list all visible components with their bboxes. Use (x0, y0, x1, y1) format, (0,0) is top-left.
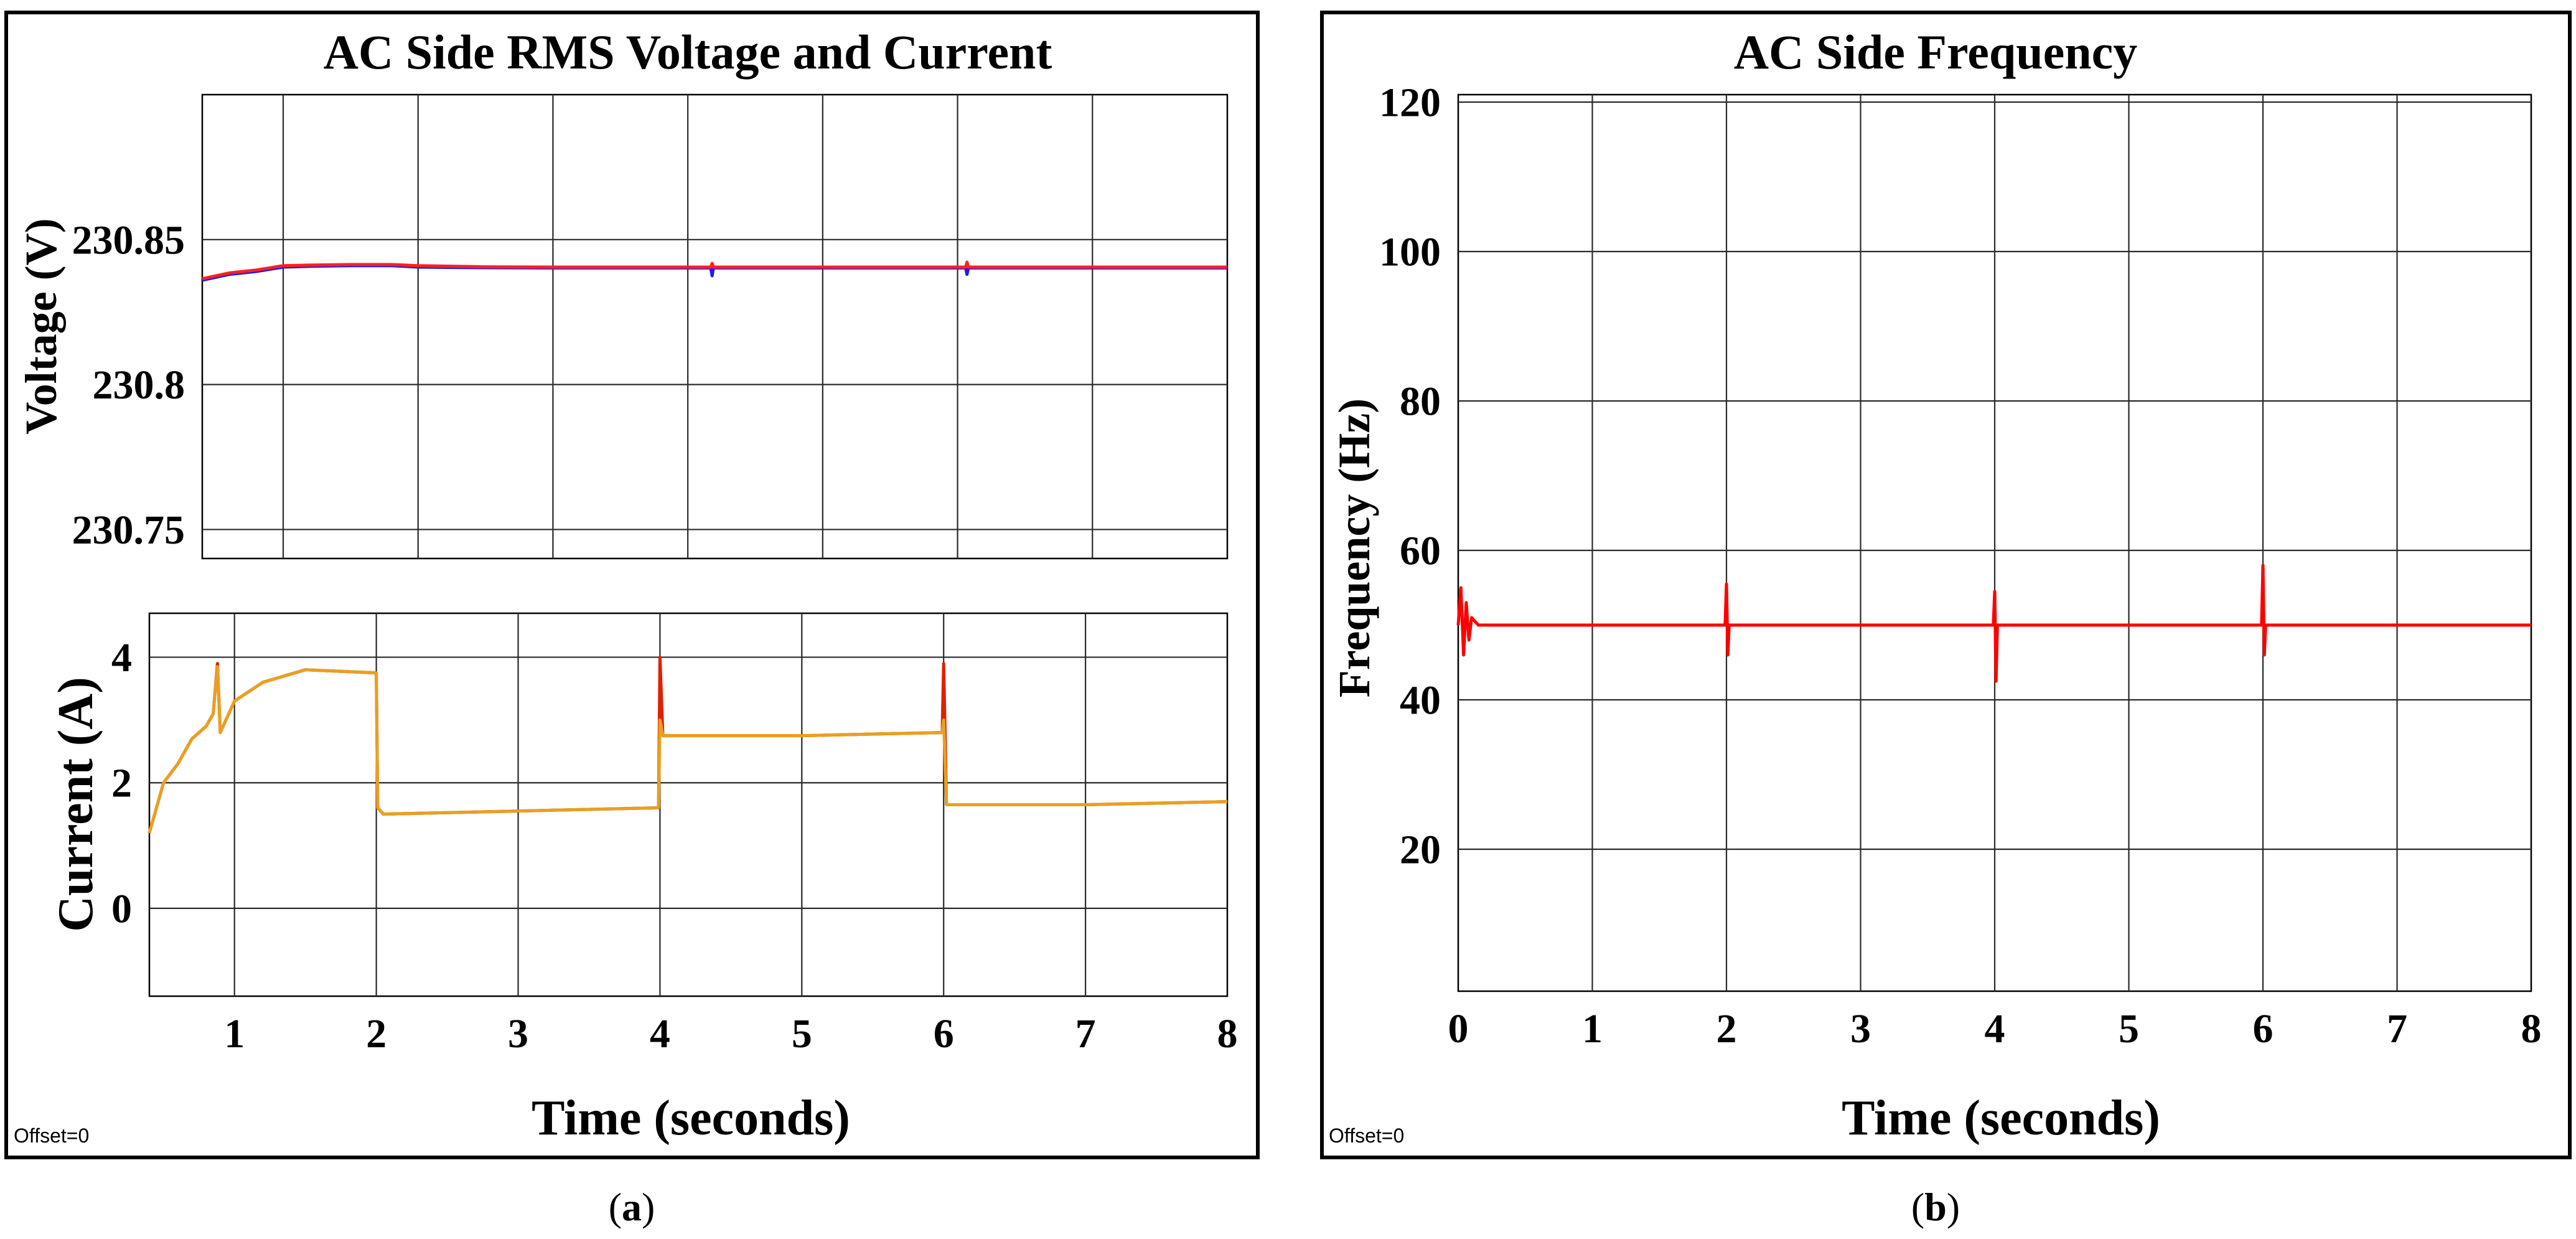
caption-b-open-paren: ( (1911, 1185, 1924, 1229)
caption-a-open-paren: ( (609, 1185, 622, 1229)
current-y-tick-label: 2 (111, 761, 132, 806)
current-x-tick-label: 8 (1217, 1011, 1238, 1057)
frequency-y-tick-label: 120 (1379, 80, 1441, 125)
panel-a-title: AC Side RMS Voltage and Current (324, 25, 1052, 79)
frequency-x-axis-label: Time (seconds) (1842, 1091, 2160, 1146)
current-x-ticks: 1 2 3 4 5 6 7 8 (224, 1011, 1237, 1057)
voltage-y-tick-label: 230.8 (93, 362, 185, 408)
frequency-y-tick-label: 80 (1400, 379, 1441, 424)
frequency-series (1456, 563, 2531, 683)
voltage-plot-area (201, 93, 1229, 560)
voltage-chart: 230.75 230.8 230.85 Voltage (V) (16, 93, 1229, 560)
voltage-red-line (202, 260, 1227, 281)
frequency-grid (1458, 95, 2531, 991)
current-x-tick-label: 5 (792, 1011, 812, 1057)
panel-b-title: AC Side Frequency (1734, 25, 2138, 79)
current-x-tick-label: 1 (224, 1011, 245, 1057)
frequency-x-tick-label: 5 (2119, 1006, 2139, 1052)
panel-a: AC Side RMS Voltage and Current 230.7523… (4, 11, 1260, 1159)
panel-b: AC Side Frequency 20 40 60 80 100 120 0 1 2 3 4 5 6… (1320, 11, 2572, 1159)
current-chart: 0 2 4 1 2 3 4 5 6 7 8 Current (A) Time (seconds) (49, 612, 1238, 1146)
frequency-y-tick-label: 100 (1379, 229, 1441, 275)
current-x-tick-label: 4 (650, 1011, 670, 1057)
caption-b-close-paren: ) (1947, 1185, 1960, 1229)
frequency-x-tick-label: 7 (2387, 1006, 2407, 1052)
current-x-tick-label: 7 (1075, 1011, 1096, 1057)
svg-text:(b): (b) (1911, 1185, 1960, 1229)
frequency-x-tick-label: 2 (1717, 1006, 1737, 1052)
current-y-tick-label: 4 (111, 635, 132, 681)
frequency-x-tick-label: 4 (1985, 1006, 2005, 1052)
current-x-tick-label: 2 (366, 1011, 386, 1057)
current-x-tick-label: 6 (934, 1011, 954, 1057)
current-series (148, 656, 1228, 834)
current-y-ticks: 0 2 4 (111, 635, 132, 931)
frequency-y-tick-label: 20 (1400, 827, 1441, 872)
panel-b-offset-label: Offset=0 (1329, 1124, 1404, 1147)
frequency-x-tick-label: 3 (1850, 1006, 1871, 1052)
voltage-y-tick-label: 230.85 (72, 217, 185, 263)
current-y-axis-label: Current (A) (49, 677, 103, 932)
svg-text:(a): (a) (609, 1185, 655, 1229)
caption-a-close-paren: ) (642, 1185, 655, 1229)
panel-a-offset-label: Offset=0 (14, 1124, 89, 1147)
frequency-y-ticks: 20 40 60 80 100 120 (1379, 80, 1441, 872)
frequency-x-tick-label: 6 (2253, 1006, 2274, 1052)
current-yellow-line (148, 665, 1228, 834)
caption-b: (b) (1911, 1185, 1960, 1229)
frequency-x-tick-label: 8 (2521, 1006, 2542, 1052)
caption-a-letter: a (622, 1185, 642, 1229)
voltage-y-ticks: 230.75 230.8 230.85 (72, 217, 185, 553)
current-x-tick-label: 3 (508, 1011, 528, 1057)
caption-a: (a) (609, 1185, 655, 1229)
frequency-y-axis-label: Frequency (Hz) (1329, 398, 1379, 698)
frequency-y-tick-label: 40 (1400, 677, 1441, 723)
voltage-y-axis-label: Voltage (V) (16, 218, 66, 434)
frequency-y-tick-label: 60 (1400, 528, 1441, 573)
voltage-series (202, 260, 1227, 282)
frequency-red-line (1456, 563, 2531, 683)
current-x-axis-label: Time (seconds) (532, 1091, 850, 1146)
voltage-y-tick-label: 230.75 (72, 507, 185, 553)
voltage-grid (202, 95, 1227, 558)
frequency-x-tick-label: 1 (1582, 1006, 1603, 1052)
current-y-tick-label: 0 (111, 886, 132, 931)
frequency-x-ticks: 0 1 2 3 4 5 6 7 8 (1448, 1006, 2542, 1052)
caption-b-letter: b (1924, 1185, 1947, 1229)
frequency-x-tick-label: 0 (1448, 1006, 1469, 1052)
